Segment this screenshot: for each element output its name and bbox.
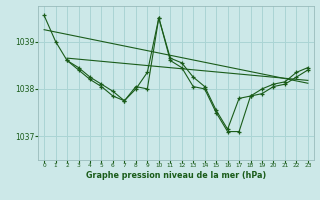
X-axis label: Graphe pression niveau de la mer (hPa): Graphe pression niveau de la mer (hPa) [86,171,266,180]
